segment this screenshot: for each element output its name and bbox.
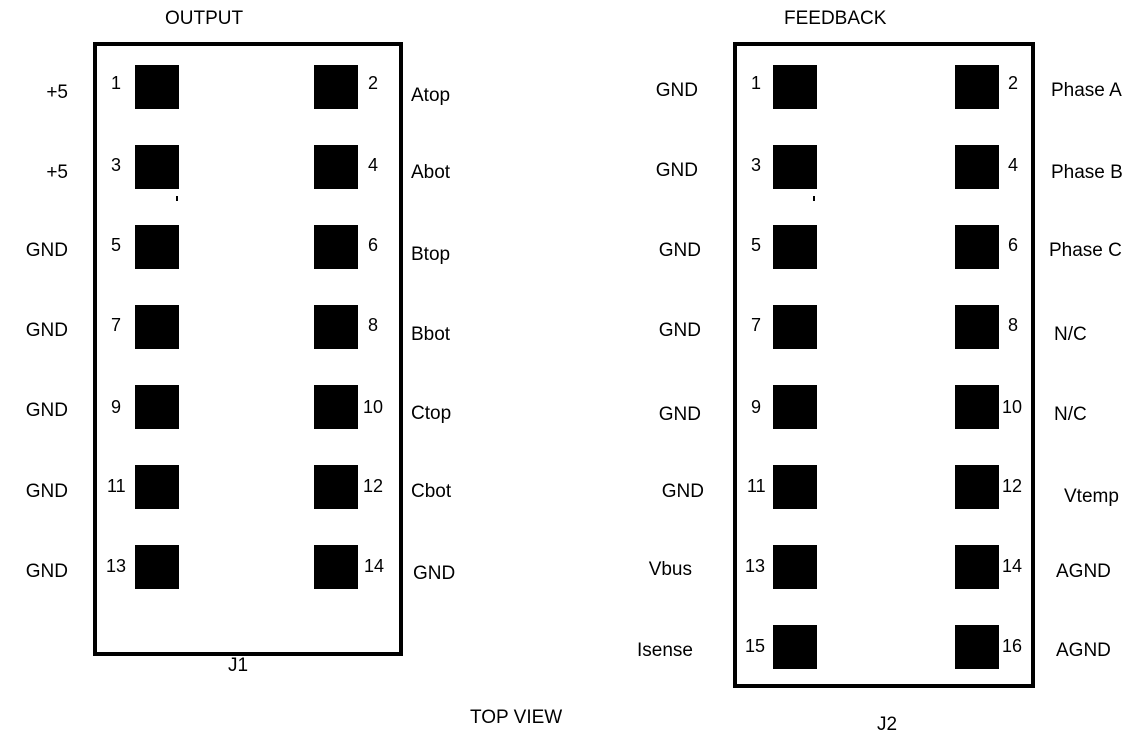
pin-number: 10 bbox=[1002, 397, 1023, 417]
pin-pad bbox=[955, 625, 999, 669]
pin-pad bbox=[773, 385, 817, 429]
pin-signal-label: Vtemp bbox=[1064, 486, 1119, 507]
pin-signal-label: GND bbox=[658, 320, 701, 341]
pin-number: 13 bbox=[745, 556, 766, 576]
pin-number: 3 bbox=[111, 155, 122, 175]
pin-pad bbox=[314, 145, 358, 189]
pin-number: 6 bbox=[1008, 235, 1019, 255]
pin-signal-label: Cbot bbox=[411, 481, 452, 502]
pin-signal-label: Btop bbox=[411, 244, 451, 265]
pin-pad bbox=[773, 145, 817, 189]
pin1-marker bbox=[176, 196, 178, 201]
connector-outline bbox=[93, 42, 403, 656]
pin-pad bbox=[773, 305, 817, 349]
pin-number: 6 bbox=[368, 235, 379, 255]
pin-signal-label: GND bbox=[25, 320, 68, 341]
connector-designator: J2 bbox=[877, 714, 898, 735]
pin-number: 7 bbox=[751, 315, 762, 335]
pin-pad bbox=[955, 385, 999, 429]
pin-pad bbox=[955, 145, 999, 189]
pin-signal-label: GND bbox=[658, 240, 701, 261]
pin-pad bbox=[135, 65, 179, 109]
pin-pad bbox=[773, 65, 817, 109]
connector-outline bbox=[733, 42, 1035, 688]
pin-pad bbox=[955, 545, 999, 589]
pin-signal-label: AGND bbox=[1056, 561, 1111, 582]
pin-signal-label: GND bbox=[25, 400, 68, 421]
pin-pad bbox=[135, 545, 179, 589]
pin-signal-label: Isense bbox=[637, 640, 693, 661]
pin-pad bbox=[955, 225, 999, 269]
pin-signal-label: GND bbox=[25, 561, 68, 582]
pin-pad bbox=[314, 65, 358, 109]
pin-number: 4 bbox=[368, 155, 379, 175]
pin-number: 2 bbox=[368, 73, 379, 93]
pin-number: 11 bbox=[107, 476, 126, 496]
view-caption: TOP VIEW bbox=[470, 707, 563, 728]
pin-signal-label: GND bbox=[658, 404, 701, 425]
pin-number: 7 bbox=[111, 315, 122, 335]
pin-pad bbox=[314, 225, 358, 269]
pin-number: 14 bbox=[1002, 556, 1023, 576]
pin-pad bbox=[773, 625, 817, 669]
pin-pad bbox=[135, 305, 179, 349]
pin-number: 9 bbox=[111, 397, 122, 417]
pin-number: 10 bbox=[363, 397, 384, 417]
pin-pad bbox=[955, 465, 999, 509]
pin-signal-label: AGND bbox=[1056, 640, 1111, 661]
pin-number: 11 bbox=[747, 476, 766, 496]
pin-pad bbox=[314, 385, 358, 429]
pin-number: 8 bbox=[368, 315, 379, 335]
connector-title: OUTPUT bbox=[165, 8, 244, 29]
pin-number: 1 bbox=[751, 73, 762, 93]
pin-number: 5 bbox=[111, 235, 122, 255]
pin-number: 9 bbox=[751, 397, 762, 417]
pin-number: 16 bbox=[1002, 636, 1023, 656]
pin-number: 13 bbox=[106, 556, 127, 576]
pin-signal-label: Bbot bbox=[411, 324, 451, 345]
pin-pad bbox=[955, 65, 999, 109]
pin-signal-label: Phase A bbox=[1051, 80, 1122, 101]
pin-pad bbox=[314, 305, 358, 349]
pin-pad bbox=[773, 465, 817, 509]
pin-pad bbox=[135, 145, 179, 189]
pin1-marker bbox=[813, 196, 815, 201]
connector-title: FEEDBACK bbox=[784, 8, 887, 29]
pin-signal-label: +5 bbox=[46, 82, 68, 103]
pin-number: 8 bbox=[1008, 315, 1019, 335]
pin-number: 15 bbox=[745, 636, 766, 656]
pin-signal-label: GND bbox=[413, 563, 456, 584]
pin-number: 1 bbox=[111, 73, 122, 93]
pin-pad bbox=[135, 465, 179, 509]
pin-signal-label: GND bbox=[25, 240, 68, 261]
pin-signal-label: Atop bbox=[411, 85, 451, 106]
pin-signal-label: Abot bbox=[411, 162, 451, 183]
pin-signal-label: GND bbox=[655, 160, 698, 181]
pin-signal-label: Phase B bbox=[1051, 162, 1123, 183]
pin-signal-label: Ctop bbox=[411, 403, 452, 424]
pin-number: 5 bbox=[751, 235, 762, 255]
pin-pad bbox=[773, 545, 817, 589]
pin-signal-label: GND bbox=[25, 481, 68, 502]
pin-number: 2 bbox=[1008, 73, 1019, 93]
pin-number: 12 bbox=[363, 476, 384, 496]
pin-number: 14 bbox=[364, 556, 385, 576]
pin-signal-label: GND bbox=[661, 481, 704, 502]
pin-pad bbox=[135, 225, 179, 269]
pin-pad bbox=[955, 305, 999, 349]
pin-signal-label: +5 bbox=[46, 162, 68, 183]
pin-pad bbox=[135, 385, 179, 429]
pin-signal-label: N/C bbox=[1054, 404, 1087, 425]
pin-number: 3 bbox=[751, 155, 762, 175]
pin-signal-label: N/C bbox=[1054, 324, 1087, 345]
pin-signal-label: Vbus bbox=[648, 559, 692, 580]
pin-number: 4 bbox=[1008, 155, 1019, 175]
pin-signal-label: GND bbox=[655, 80, 698, 101]
connector-designator: J1 bbox=[228, 655, 249, 676]
pin-pad bbox=[314, 545, 358, 589]
pin-signal-label: Phase C bbox=[1049, 240, 1122, 261]
pin-number: 12 bbox=[1002, 476, 1023, 496]
pin-pad bbox=[773, 225, 817, 269]
pin-pad bbox=[314, 465, 358, 509]
